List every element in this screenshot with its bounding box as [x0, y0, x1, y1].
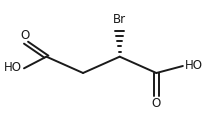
Text: HO: HO: [4, 61, 22, 74]
Text: O: O: [20, 29, 30, 42]
Text: O: O: [152, 97, 161, 110]
Text: HO: HO: [185, 59, 203, 72]
Text: Br: Br: [113, 13, 126, 26]
